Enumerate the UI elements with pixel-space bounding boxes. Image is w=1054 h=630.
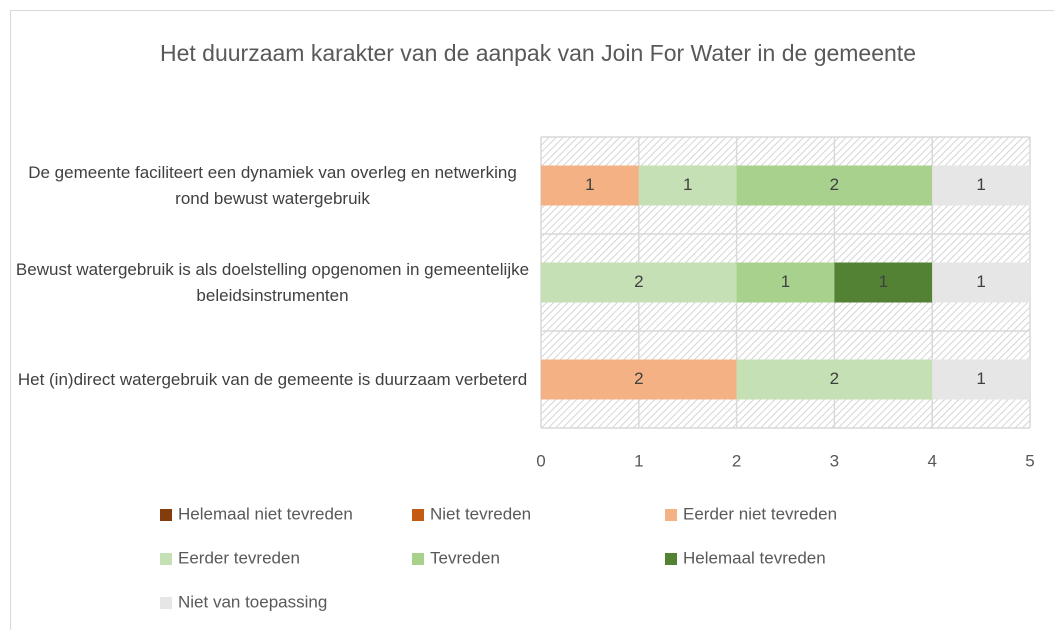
x-tick-label: 2 bbox=[732, 451, 741, 470]
y-tick-label: Het (in)direct watergebruik van de gemee… bbox=[17, 369, 528, 389]
bar-segment bbox=[736, 262, 835, 303]
y-tick-label: Bewust watergebruik is als doelstelling … bbox=[15, 259, 530, 305]
legend-label: Eerder tevreden bbox=[178, 548, 300, 567]
legend-swatch bbox=[665, 509, 677, 521]
bar-segment bbox=[541, 359, 737, 400]
legend-swatch bbox=[412, 553, 424, 565]
x-tick-label: 4 bbox=[927, 451, 936, 470]
legend-label: Eerder niet tevreden bbox=[683, 504, 837, 523]
legend-label: Tevreden bbox=[430, 548, 500, 567]
bar-segment bbox=[541, 165, 639, 206]
data-label: 1 bbox=[976, 175, 985, 194]
legend-label: Niet tevreden bbox=[430, 504, 531, 523]
legend-label: Helemaal tevreden bbox=[683, 548, 826, 567]
bar-segment bbox=[736, 165, 933, 206]
legend-swatch bbox=[412, 509, 424, 521]
legend-swatch bbox=[665, 553, 677, 565]
y-tick-label: De gemeente faciliteert een dynamiek van… bbox=[28, 162, 517, 208]
bar-segment bbox=[736, 359, 933, 400]
bar-segment bbox=[541, 262, 737, 303]
bar-segment bbox=[932, 359, 1030, 400]
x-tick-label: 1 bbox=[634, 451, 643, 470]
x-tick-label: 5 bbox=[1025, 451, 1034, 470]
legend-swatch bbox=[160, 597, 172, 609]
data-label: 1 bbox=[879, 272, 888, 291]
bar-segment bbox=[932, 165, 1030, 206]
legend-label: Helemaal niet tevreden bbox=[178, 504, 353, 523]
bar-segment bbox=[932, 262, 1030, 303]
data-label: 1 bbox=[585, 175, 594, 194]
legend-swatch bbox=[160, 553, 172, 565]
data-label: 2 bbox=[634, 272, 643, 291]
data-label: 2 bbox=[830, 369, 839, 388]
legend-swatch bbox=[160, 509, 172, 521]
data-label: 2 bbox=[634, 369, 643, 388]
data-label: 1 bbox=[781, 272, 790, 291]
data-label: 2 bbox=[830, 175, 839, 194]
bar-segment bbox=[638, 165, 737, 206]
data-label: 1 bbox=[976, 272, 985, 291]
x-tick-label: 3 bbox=[830, 451, 839, 470]
data-label: 1 bbox=[683, 175, 692, 194]
bar-segment bbox=[834, 262, 933, 303]
data-label: 1 bbox=[976, 369, 985, 388]
chart-title: Het duurzaam karakter van de aanpak van … bbox=[159, 40, 916, 66]
x-tick-label: 0 bbox=[536, 451, 545, 470]
chart-border bbox=[10, 10, 1054, 630]
legend-label: Niet van toepassing bbox=[178, 592, 327, 611]
